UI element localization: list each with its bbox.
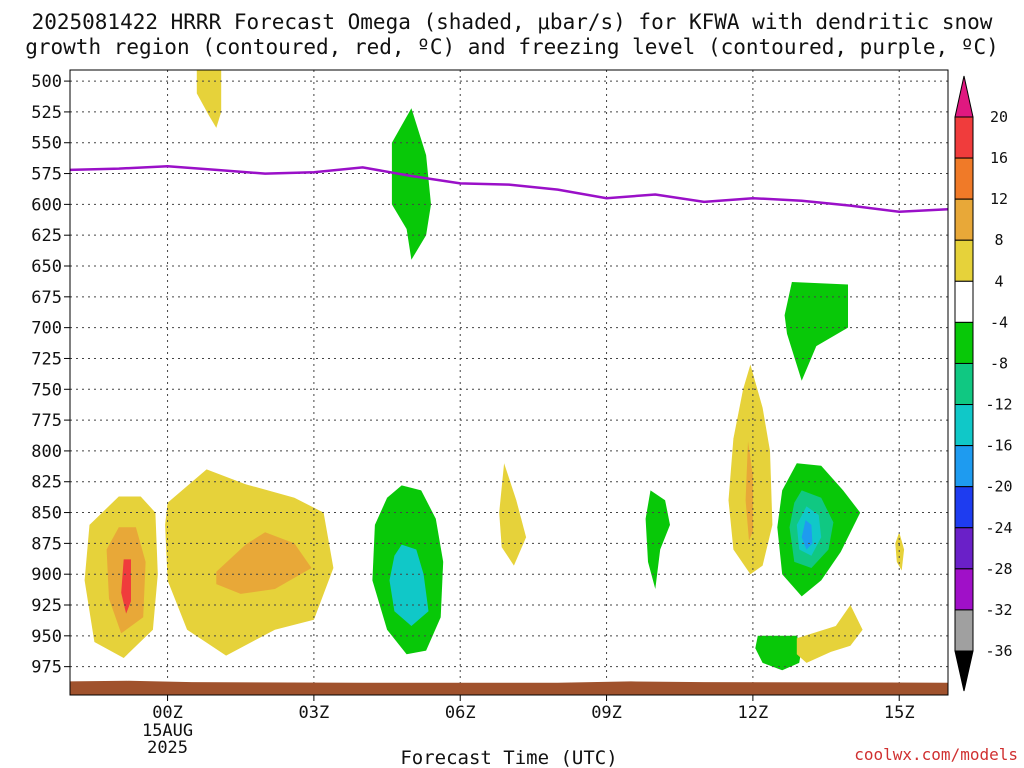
y-tick-label: 550	[31, 134, 62, 154]
colorbar-top-arrow	[954, 75, 974, 118]
x-tick-sublabel: 15AUG	[142, 721, 193, 741]
colorbar-swatch	[954, 568, 974, 611]
colorbar-label: -20	[985, 478, 1012, 496]
x-axis-title: Forecast Time (UTC)	[400, 747, 617, 768]
y-tick-label: 650	[31, 257, 62, 277]
colorbar-label: -16	[985, 437, 1012, 455]
colorbar-label: -36	[985, 642, 1012, 660]
grid-layer	[70, 70, 948, 695]
colorbar-swatch	[954, 486, 974, 529]
omega-region	[499, 463, 527, 566]
colorbar-bottom-arrow	[954, 650, 974, 692]
y-tick-label: 500	[31, 72, 62, 92]
colorbar-swatch	[954, 609, 974, 652]
freezing-level-layer	[70, 164, 948, 214]
colorbar-swatch	[954, 527, 974, 570]
colorbar: 20 16 12 8 4 -4 -8 -12 -16 -20 -24 -28 -32 -36	[954, 75, 1013, 692]
y-tick-label: 900	[31, 565, 62, 585]
omega-region	[745, 441, 753, 541]
y-tick-label: 750	[31, 380, 62, 400]
omega-region	[216, 532, 312, 594]
colorbar-swatch	[954, 239, 974, 282]
colorbar-label: 8	[994, 231, 1003, 249]
colorbar-swatch	[954, 445, 974, 488]
y-tick-label: 850	[31, 504, 62, 524]
colorbar-swatch	[954, 280, 974, 323]
colorbar-label: 16	[990, 149, 1008, 167]
plot-frame	[69, 69, 949, 696]
colorbar-label: -24	[985, 519, 1012, 537]
omega-region	[196, 70, 222, 128]
colorbar-swatch	[954, 157, 974, 200]
y-tick-label: 675	[31, 288, 62, 308]
colorbar-label: 12	[990, 190, 1008, 208]
y-tick-label: 925	[31, 596, 62, 616]
omega-region	[645, 490, 670, 589]
omega-region	[391, 108, 431, 260]
omega-region	[389, 544, 429, 626]
terrain-ground	[70, 680, 948, 695]
omega-region	[121, 559, 131, 614]
y-tick-label: 975	[31, 658, 62, 678]
x-tick-label: 06Z	[445, 703, 476, 723]
omega-shading-layer	[84, 70, 905, 671]
terrain-layer	[70, 680, 948, 695]
omega-region	[784, 282, 848, 381]
y-tick-label: 950	[31, 627, 62, 647]
y-tick-label: 525	[31, 103, 62, 123]
y-axis: 500 525 550 575 600 625 650 675 700 725 750 775 800 8…	[31, 72, 70, 678]
chart-title-line1: 2025081422 HRRR Forecast Omega (shaded, …	[32, 10, 993, 34]
x-tick-label: 00Z	[152, 703, 183, 723]
colorbar-label: -12	[985, 396, 1012, 414]
freezing-level-line	[70, 164, 948, 214]
colorbar-swatch	[954, 321, 974, 364]
y-tick-label: 875	[31, 534, 62, 554]
y-tick-label: 700	[31, 319, 62, 339]
colorbar-label: -32	[985, 601, 1012, 619]
colorbar-label: -4	[990, 313, 1008, 331]
x-tick-sublabel: 2025	[147, 738, 188, 758]
y-tick-label: 725	[31, 349, 62, 369]
colorbar-label: -28	[985, 560, 1012, 578]
plot-area	[70, 70, 948, 695]
colorbar-label: 4	[994, 272, 1003, 290]
y-tick-label: 775	[31, 411, 62, 431]
y-tick-label: 625	[31, 226, 62, 246]
y-tick-label: 600	[31, 195, 62, 215]
colorbar-label: 20	[990, 108, 1008, 126]
omega-region	[801, 520, 813, 550]
colorbar-swatch	[954, 404, 974, 447]
x-tick-label: 09Z	[591, 703, 622, 723]
colorbar-swatch	[954, 362, 974, 406]
omega-region	[755, 635, 802, 671]
y-tick-label: 825	[31, 473, 62, 493]
chart-title-line2: growth region (contoured, red, ºC) and f…	[25, 35, 999, 59]
x-tick-label: 03Z	[299, 703, 330, 723]
y-tick-label: 800	[31, 442, 62, 462]
y-tick-label: 575	[31, 165, 62, 185]
omega-region	[796, 605, 863, 663]
colorbar-swatch	[954, 198, 974, 241]
x-tick-label: 15Z	[884, 703, 915, 723]
colorbar-label: -8	[990, 354, 1008, 372]
x-tick-label: 12Z	[738, 703, 769, 723]
colorbar-swatch	[954, 116, 974, 159]
credit-text: coolwx.com/models	[854, 745, 1018, 764]
